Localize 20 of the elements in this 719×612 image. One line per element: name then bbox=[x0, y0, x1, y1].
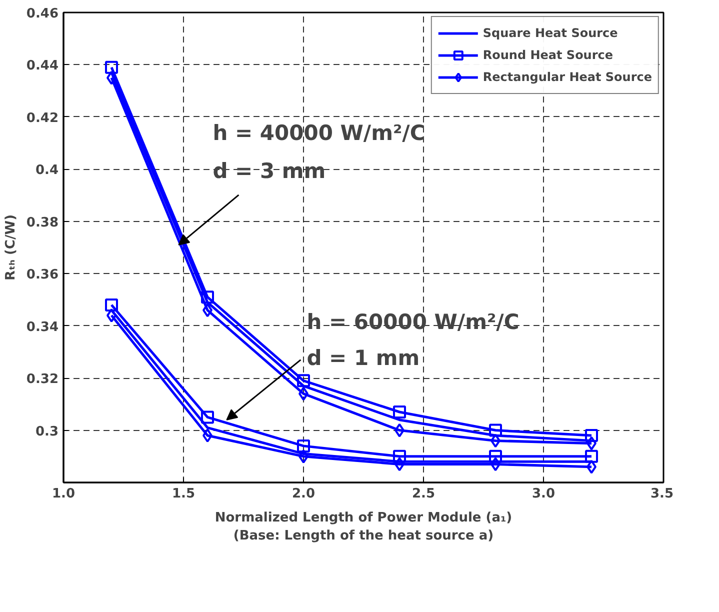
y-tick-label: 0.36 bbox=[26, 268, 59, 283]
y-tick-label: 0.44 bbox=[26, 58, 59, 74]
x-tick-label: 1.0 bbox=[52, 486, 76, 502]
y-tick-label: 0.34 bbox=[26, 320, 59, 335]
legend-label: Rectangular Heat Source bbox=[482, 70, 652, 84]
x-tick-label: 1.5 bbox=[172, 486, 196, 502]
y-tick-label: 0.3 bbox=[35, 424, 58, 440]
legend-label: Round Heat Source bbox=[482, 48, 614, 62]
y-tick-label: 0.32 bbox=[26, 372, 59, 388]
y-axis-title: Rₜₕ (C/W) bbox=[3, 214, 18, 281]
y-tick-label: 0.38 bbox=[26, 215, 59, 230]
legend-label: Square Heat Source bbox=[482, 26, 618, 40]
x-tick-label: 3.0 bbox=[532, 486, 556, 502]
x-tick-label: 2.5 bbox=[412, 486, 436, 502]
x-tick-label: 3.5 bbox=[650, 486, 674, 502]
y-tick-label: 0.4 bbox=[35, 163, 58, 178]
y-tick-label: 0.42 bbox=[26, 110, 59, 126]
x-tick-label: 2.0 bbox=[292, 486, 316, 502]
y-tick-label: 0.46 bbox=[26, 6, 59, 22]
x-axis-title: Normalized Length of Power Module (a₁) (Base: Length of the heat source a) bbox=[214, 510, 512, 544]
